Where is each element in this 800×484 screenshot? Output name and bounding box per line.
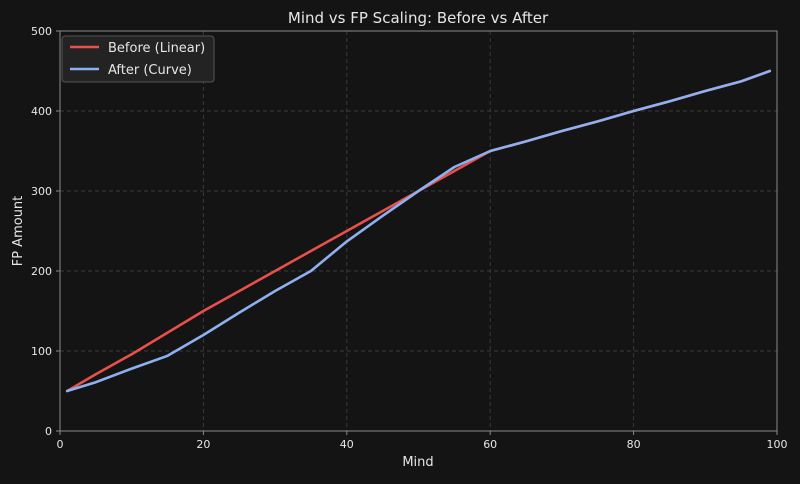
x-tick-label: 0 xyxy=(57,438,64,451)
x-tick-label: 20 xyxy=(196,438,210,451)
legend-label-before: Before (Linear) xyxy=(108,41,205,56)
x-tick-label: 40 xyxy=(340,438,354,451)
x-axis-label: Mind xyxy=(402,455,433,470)
legend-box xyxy=(61,35,215,83)
y-tick-label: 0 xyxy=(45,425,52,438)
x-tick-label: 100 xyxy=(767,438,788,451)
plot-frame xyxy=(59,30,778,432)
tick-labels: 0 20 40 60 80 100 0 100 200 300 400 500 xyxy=(31,25,788,451)
series-lines xyxy=(65,69,772,393)
y-tick-label: 500 xyxy=(31,25,52,38)
chart-title: Mind vs FP Scaling: Before vs After xyxy=(288,9,549,27)
legend-label-after: After (Curve) xyxy=(108,63,192,78)
y-tick-label: 200 xyxy=(31,265,52,278)
legend: Before (Linear) After (Curve) xyxy=(61,35,215,83)
y-tick-label: 300 xyxy=(31,185,52,198)
x-tick-label: 60 xyxy=(483,438,497,451)
y-tick-label: 400 xyxy=(31,105,52,118)
series-line-after xyxy=(65,69,772,393)
y-tick-label: 100 xyxy=(31,345,52,358)
y-axis-label: FP Amount xyxy=(11,196,26,267)
axes xyxy=(56,30,778,435)
x-tick-label: 80 xyxy=(627,438,641,451)
